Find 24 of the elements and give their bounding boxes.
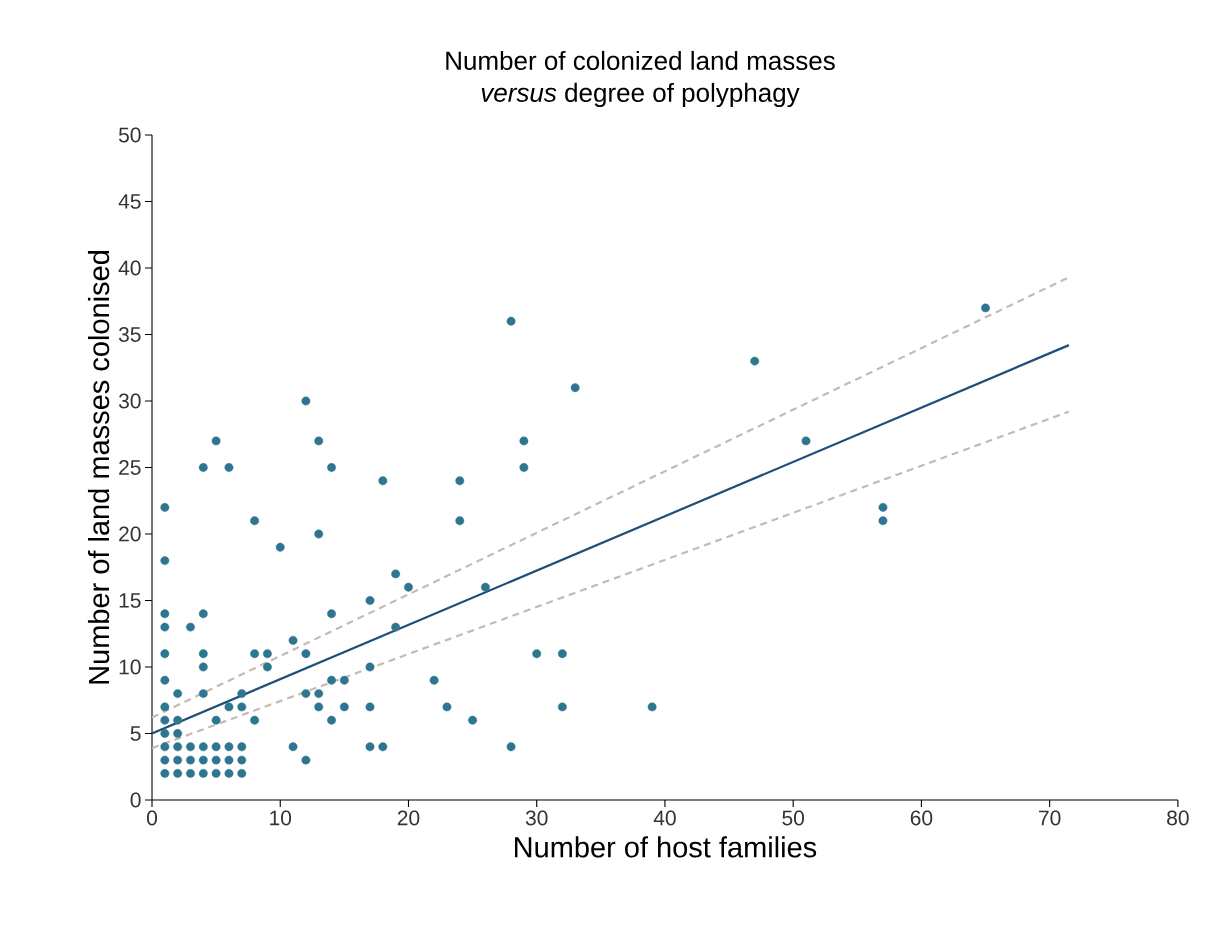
x-tick-label: 80 [1167,810,1189,826]
y-tick-label: 10 [119,659,141,675]
x-tick-label: 30 [525,810,548,826]
x-tick-label: 20 [397,810,420,826]
x-tick-label: 50 [782,810,805,826]
chart-title: Number of colonized land masses [446,50,835,70]
y-tick-label: 20 [119,526,141,542]
x-tick-label: 0 [146,810,158,826]
y-tick-label: 5 [130,726,141,741]
y-tick-label: 40 [118,260,141,276]
y-tick-label: 30 [118,393,141,409]
y-axis-title: Number of land masses colonised [87,251,110,684]
chart-subtitle: versus degree of polyphagy [481,82,800,108]
x-tick-label: 60 [910,810,933,826]
y-tick-label: 15 [119,593,141,608]
x-tick-label: 10 [270,810,292,826]
y-tick-label: 0 [130,792,141,808]
x-tick-label: 40 [653,810,676,826]
x-tick-label: 70 [1039,810,1061,826]
y-tick-label: 25 [119,460,141,475]
y-tick-label: 45 [118,194,141,209]
y-tick-label: 35 [118,327,141,342]
x-axis-title: Number of host families [515,836,817,858]
y-tick-label: 50 [118,127,141,143]
